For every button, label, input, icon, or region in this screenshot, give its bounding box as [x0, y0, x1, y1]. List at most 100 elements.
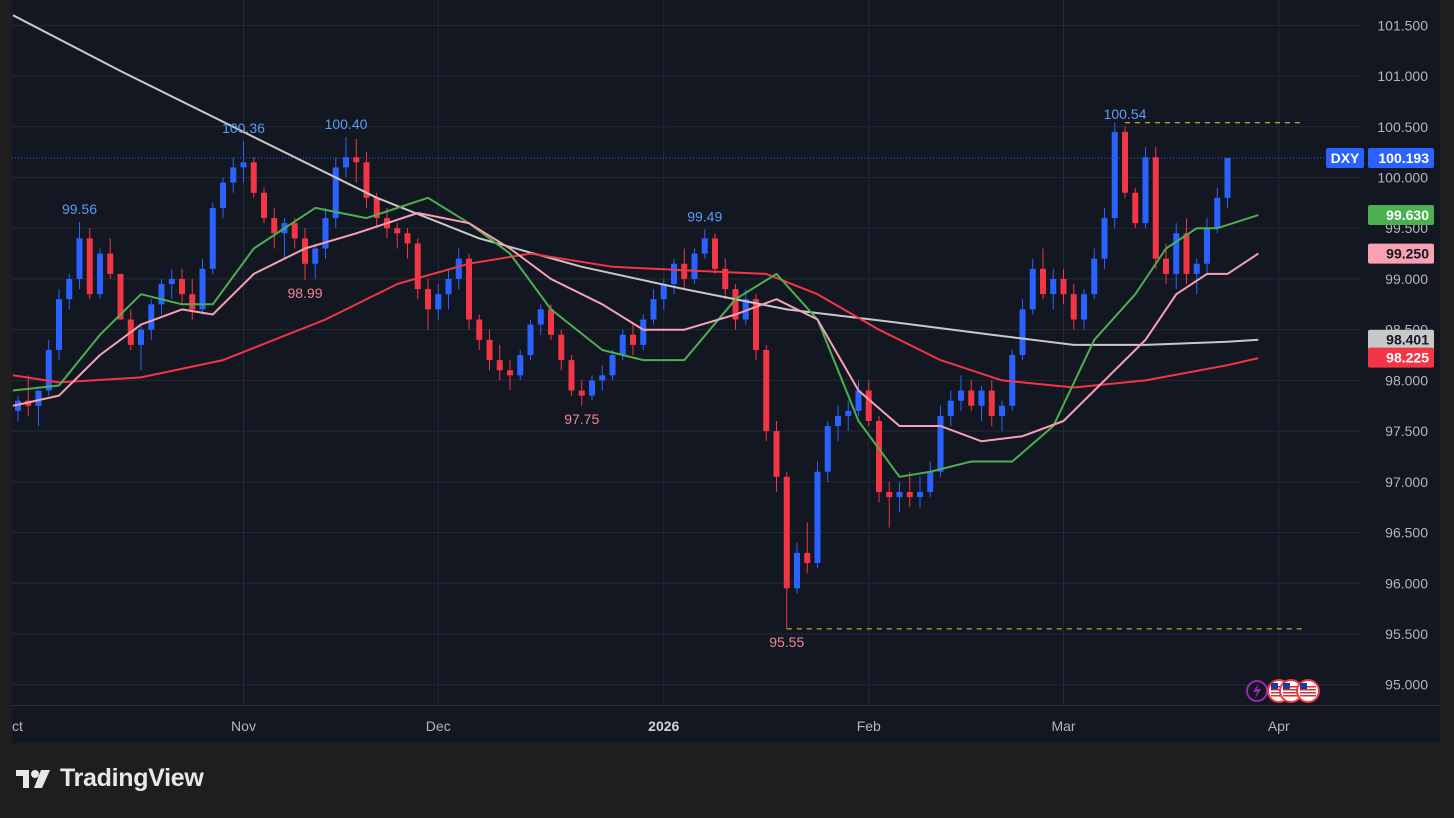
candle	[414, 238, 421, 300]
candle	[56, 289, 62, 361]
candle-body	[640, 319, 647, 345]
candle-body	[1009, 355, 1016, 406]
candle-body	[978, 390, 985, 406]
candle-body	[1132, 192, 1139, 224]
candle-body	[66, 278, 73, 300]
candle-body	[537, 309, 544, 325]
candle-body	[1060, 278, 1067, 295]
candle-body	[558, 334, 565, 361]
candle-body	[404, 233, 411, 244]
candle-body	[1193, 263, 1200, 274]
candle-body	[886, 491, 893, 498]
candle	[609, 349, 616, 381]
price-tag-label: 99.250	[1386, 246, 1429, 262]
candle	[1040, 248, 1046, 300]
candle-body	[1101, 218, 1108, 259]
candle	[1224, 157, 1231, 208]
candle	[1101, 207, 1108, 269]
candle	[640, 314, 647, 350]
candle	[732, 284, 739, 330]
candle	[650, 289, 657, 325]
candle	[589, 375, 595, 401]
candle-body	[86, 238, 93, 295]
chart-area[interactable]: 95.000 95.500 96.000 96.500 97.000 97.500 98.0…	[0, 0, 1454, 745]
us-flag-icon[interactable]	[1296, 679, 1320, 703]
candle	[148, 299, 155, 340]
candle-body	[322, 218, 329, 249]
candle-body	[630, 334, 636, 345]
price-annotation: 98.99	[287, 285, 322, 301]
candle-body	[56, 299, 62, 350]
tradingview-logo[interactable]: TradingView	[14, 764, 204, 793]
candle-body	[199, 268, 206, 310]
candle-body	[763, 349, 770, 432]
candle	[445, 268, 452, 310]
candle-body	[455, 258, 462, 279]
price-annotation: 99.49	[687, 208, 722, 224]
flag-stripe	[1300, 686, 1316, 688]
candle	[578, 380, 585, 406]
y-tick-label: 95.000	[1385, 677, 1428, 693]
candle-body	[1204, 228, 1210, 264]
price-tag: 99.630	[1368, 205, 1434, 226]
candle-body	[1224, 157, 1231, 198]
price-annotation: 100.36	[222, 120, 265, 136]
candle-body	[250, 162, 257, 193]
y-tick-label: 95.500	[1385, 626, 1428, 642]
price-tag-box	[1368, 243, 1434, 264]
candle-body	[548, 309, 554, 335]
candle-body	[1214, 197, 1221, 229]
candle-body	[240, 162, 247, 168]
candle-body	[824, 426, 831, 472]
candle	[988, 380, 995, 427]
candle-body	[107, 253, 114, 274]
price-tag-box	[1368, 347, 1434, 368]
candle-body	[261, 192, 267, 219]
lightning-icon[interactable]	[1246, 680, 1268, 702]
candle-body	[681, 263, 688, 279]
candle-body	[968, 390, 975, 406]
y-tick-label: 96.500	[1385, 525, 1428, 541]
candle-body	[947, 400, 954, 416]
candle-body	[937, 415, 944, 472]
candle	[261, 187, 267, 224]
candle	[86, 228, 93, 300]
candle	[855, 380, 862, 416]
candle-body	[45, 349, 52, 391]
candle	[753, 294, 759, 361]
candle-body	[353, 157, 360, 163]
candle-body	[712, 238, 718, 269]
candle-body	[609, 355, 616, 376]
y-tick-label: 98.000	[1385, 372, 1428, 388]
candle-body	[650, 299, 657, 320]
candle	[230, 157, 237, 193]
flag-stripe	[1271, 692, 1287, 694]
candle	[179, 268, 185, 305]
candle-body	[466, 258, 472, 320]
candle	[425, 278, 431, 330]
candle-body	[394, 228, 401, 234]
x-tick-label: Nov	[231, 718, 256, 734]
candle	[507, 360, 513, 391]
candlestick-chart[interactable]: 95.000 95.500 96.000 96.500 97.000 97.500 98.0…	[0, 0, 1454, 745]
price-tag-label: 100.193	[1378, 150, 1429, 166]
candle	[332, 157, 339, 229]
x-tick-label: Feb	[857, 718, 881, 734]
candle	[107, 238, 114, 279]
candle-body	[578, 390, 585, 396]
candle	[824, 420, 831, 482]
candle	[558, 329, 565, 371]
candle	[763, 344, 770, 442]
candle-body	[507, 370, 513, 376]
candle-body	[168, 278, 175, 285]
candle-body	[876, 420, 882, 492]
candle-body	[927, 471, 934, 492]
flag-canton	[1300, 683, 1307, 689]
candle-body	[291, 223, 298, 239]
moving-average-line	[12, 196, 1259, 478]
y-tick-label: 101.500	[1377, 17, 1428, 33]
time-axis-background	[12, 705, 1440, 743]
candle-body	[1081, 294, 1087, 320]
flag-stripe	[1271, 689, 1287, 691]
price-tag: 98.401	[1368, 329, 1434, 350]
